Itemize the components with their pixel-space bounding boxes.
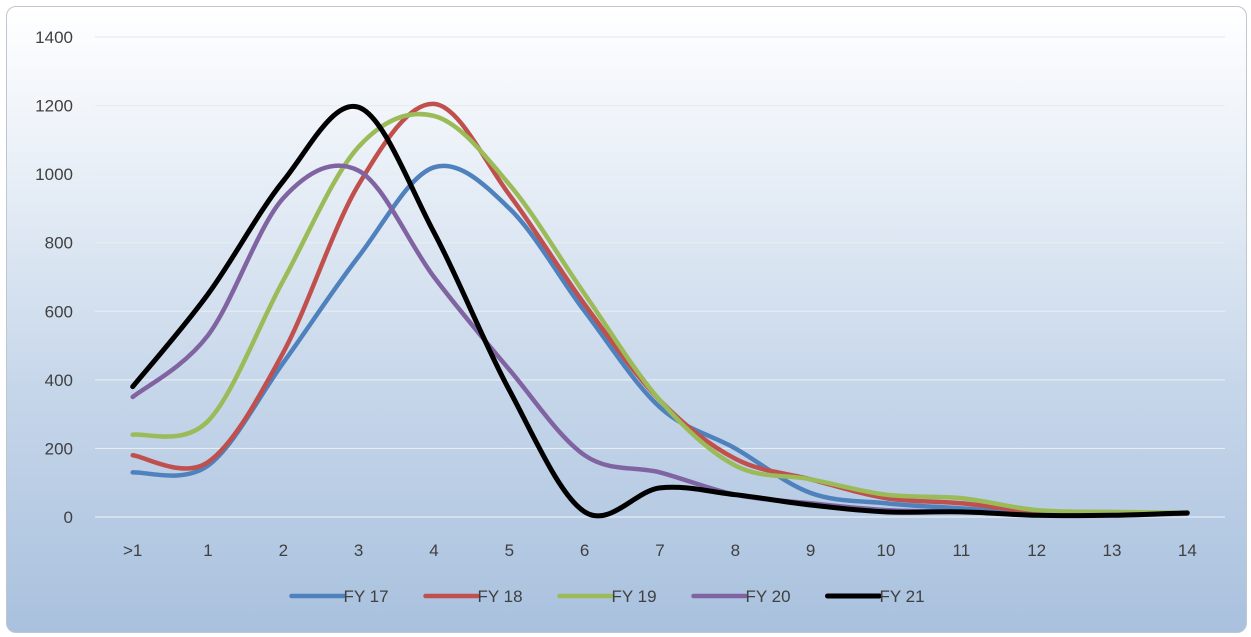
x-tick-label: 7 [655,541,664,560]
legend-label: FY 17 [344,587,389,606]
x-tick-label: 6 [580,541,589,560]
x-tick-label: >1 [123,541,142,560]
x-axis: >1 1 2 3 4 5 6 7 8 9 10 11 12 13 14 [123,541,1197,560]
chart-frame: 0 200 400 600 800 1000 1200 1400 >1 1 2 3 4 5 6 7 8 9 10 1… [6,6,1247,633]
y-tick-label: 0 [64,508,73,527]
series-line-fy-17 [130,163,1190,517]
x-tick-label: 12 [1027,541,1046,560]
x-tick-label: 13 [1103,541,1122,560]
y-tick-label: 400 [45,371,73,390]
x-tick-label: 11 [953,541,971,560]
series-line-fy-18 [130,101,1190,516]
series-line-fy-19 [130,111,1190,516]
legend-label: FY 20 [746,587,791,606]
legend-label: FY 18 [478,587,523,606]
x-tick-label: 14 [1178,541,1197,560]
y-tick-label: 1000 [35,165,73,184]
y-axis: 0 200 400 600 800 1000 1200 1400 [35,28,73,527]
x-tick-label: 10 [877,541,896,560]
x-tick-label: 8 [731,541,740,560]
x-tick-label: 2 [279,541,288,560]
legend-label: FY 19 [612,587,657,606]
gridlines [95,36,1225,518]
x-tick-label: 3 [354,541,363,560]
series-line-fy-21 [130,103,1190,519]
y-tick-label: 200 [45,439,73,458]
legend: FY 17 FY 18 FY 19 FY 20 FY 21 [289,587,925,606]
x-tick-label: 9 [806,541,815,560]
x-tick-label: 5 [505,541,514,560]
x-tick-label: 1 [203,541,212,560]
y-tick-label: 1200 [35,97,73,116]
series-lines [130,101,1190,519]
y-tick-label: 1400 [35,28,73,47]
y-tick-label: 600 [45,302,73,321]
legend-label: FY 21 [880,587,925,606]
x-tick-label: 4 [429,541,438,560]
y-tick-label: 800 [45,234,73,253]
